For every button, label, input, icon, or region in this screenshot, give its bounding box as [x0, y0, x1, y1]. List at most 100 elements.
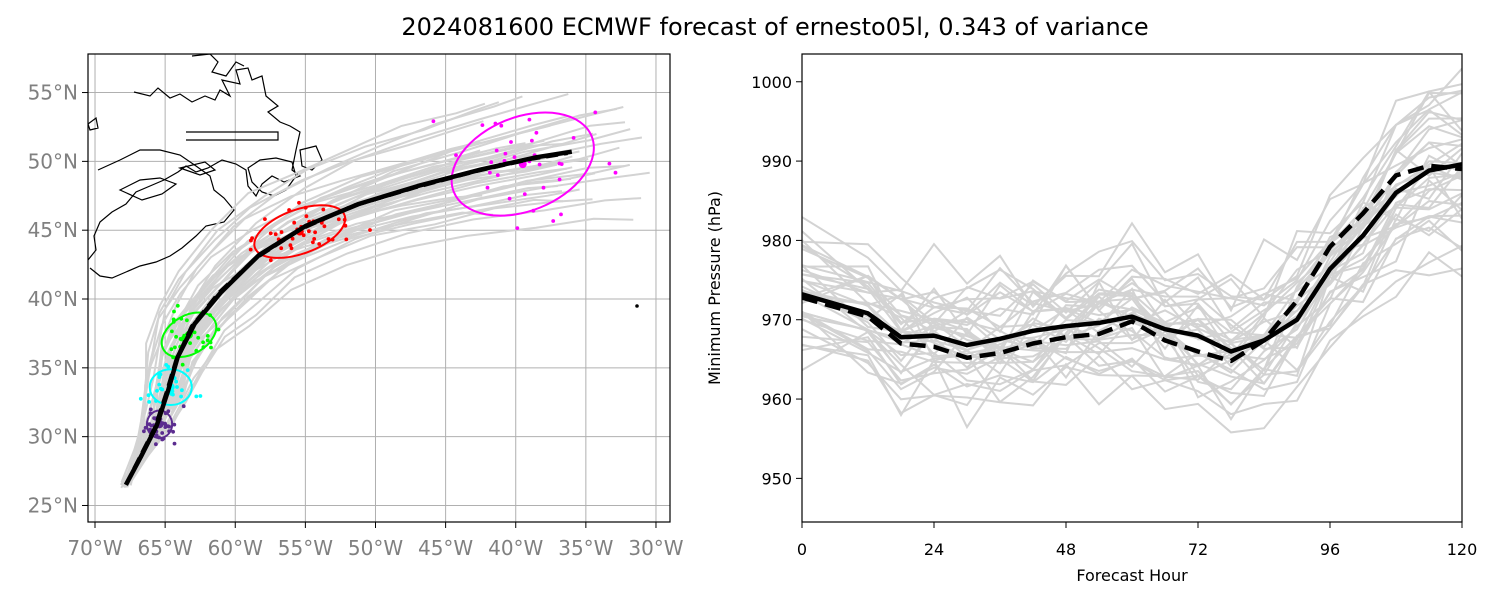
cluster-point: [174, 379, 179, 384]
ensemble-pressure-line: [802, 117, 1462, 359]
cluster-point: [489, 160, 494, 165]
x-tick-label: 48: [1056, 540, 1076, 559]
cluster-point: [172, 422, 177, 427]
map-frame: [87, 53, 671, 523]
lon-tick-label: 40°W: [488, 536, 543, 560]
x-tick-label: 0: [797, 540, 807, 559]
cluster-point: [307, 229, 311, 234]
lon-tick-label: 35°W: [558, 536, 613, 560]
lon-tick-label: 65°W: [138, 536, 193, 560]
cluster-point: [263, 217, 267, 222]
cluster-point: [289, 246, 294, 251]
coastline-map: [88, 54, 323, 279]
cluster-point: [273, 232, 278, 237]
y-tick-label: 980: [761, 231, 792, 250]
cluster-point: [571, 136, 576, 140]
cluster-point: [485, 185, 490, 190]
cluster-point: [431, 119, 436, 124]
cluster-point: [163, 421, 167, 426]
cluster-point: [480, 123, 485, 127]
lat-tick-label: 50°N: [28, 149, 78, 173]
cluster-point: [248, 247, 253, 252]
ensemble-track: [121, 171, 650, 487]
cluster-point: [507, 196, 512, 201]
cluster-point: [593, 110, 598, 115]
ensemble-pressure-line: [802, 171, 1462, 343]
ensemble-pressure-line: [802, 174, 1462, 407]
x-tick-label: 120: [1447, 540, 1478, 559]
cluster-point: [138, 396, 143, 401]
cluster-point: [268, 258, 273, 263]
chart-ticks: 0 24 48 72 96 120 950 960 970 980 990 1000: [751, 73, 1477, 559]
cluster-point: [368, 228, 372, 232]
cluster-point: [503, 151, 508, 156]
dashed-black-pressure-line: [802, 163, 1462, 364]
cluster-point: [301, 233, 306, 238]
lat-tick-label: 55°N: [28, 81, 78, 105]
cluster-point: [173, 345, 177, 350]
cluster-point: [205, 338, 210, 343]
ensemble-pressure-line: [802, 226, 1462, 421]
lon-tick-label: 30°W: [628, 536, 683, 560]
cluster-point: [148, 407, 153, 412]
cluster-point: [192, 330, 197, 335]
cluster-point: [551, 219, 556, 223]
cluster-point: [312, 237, 317, 241]
mean-track-dashed: [124, 151, 568, 486]
y-axis-label: Minimum Pressure (hPa): [705, 191, 724, 385]
cluster-point: [181, 404, 186, 409]
cluster-point: [288, 243, 293, 248]
cluster-point: [194, 394, 199, 399]
cluster-point: [297, 200, 301, 205]
lon-tick-label: 55°W: [278, 536, 333, 560]
cluster-point: [169, 347, 174, 352]
cluster-point: [201, 340, 206, 345]
x-tick-label: 96: [1320, 540, 1340, 559]
ensemble-pressure-line: [802, 192, 1462, 378]
lon-tick-label: 45°W: [418, 536, 473, 560]
cluster-point: [175, 303, 180, 308]
cluster-point: [557, 177, 562, 182]
cluster-point: [160, 431, 165, 435]
cluster-point: [179, 337, 184, 342]
cluster-point: [157, 375, 162, 379]
y-tick-label: 1000: [751, 73, 792, 92]
cluster-point: [198, 394, 203, 398]
cluster-point: [185, 368, 190, 372]
cluster-ellipse: [148, 368, 193, 407]
lat-tick-label: 35°N: [28, 356, 78, 380]
y-tick-label: 950: [761, 469, 792, 488]
solid-black-pressure-line: [802, 162, 1462, 354]
cluster-point: [249, 238, 253, 243]
x-axis-label: Forecast Hour: [1076, 566, 1188, 585]
y-tick-label: 970: [761, 311, 792, 330]
lat-tick-label: 40°N: [28, 287, 78, 311]
cluster-point: [154, 442, 158, 447]
ensemble-pressure-line: [802, 138, 1462, 325]
ensemble-pressure-line: [802, 90, 1462, 309]
ensemble-pressure-line: [802, 178, 1462, 350]
ensemble-pressure-line: [802, 173, 1462, 399]
cluster-point: [317, 242, 322, 246]
chart-frame: [801, 53, 1463, 523]
lon-tick-label: 50°W: [348, 536, 403, 560]
map-ticks: 70°W 65°W 60°W 55°W 50°W 45°W 40°W 35°W 30°W 25°N…: [28, 81, 684, 560]
cluster-point: [170, 329, 174, 334]
cluster-point: [522, 192, 527, 197]
cluster-point: [175, 385, 179, 389]
cluster-point: [166, 364, 171, 369]
pressure-chart-panel: 0 24 48 72 96 120 950 960 970 980 990 1000 Forecast…: [705, 53, 1477, 585]
cluster-point: [322, 224, 327, 229]
cluster-point: [509, 140, 513, 144]
cluster-point: [534, 130, 539, 135]
cluster-point: [279, 246, 284, 251]
cluster-point: [537, 162, 542, 167]
ensemble-pressure-line: [802, 250, 1462, 416]
cluster-point: [557, 161, 562, 166]
cluster-point: [163, 425, 168, 429]
cluster-ellipse: [253, 204, 347, 259]
cluster-point: [559, 212, 563, 217]
cluster-point: [188, 341, 193, 345]
cluster-point: [527, 117, 532, 122]
